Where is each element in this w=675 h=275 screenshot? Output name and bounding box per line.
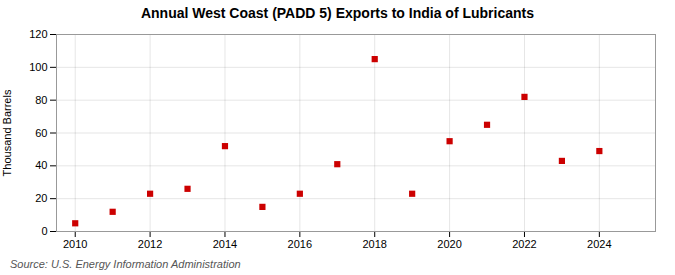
svg-text:2018: 2018: [362, 238, 386, 250]
svg-text:2020: 2020: [437, 238, 461, 250]
svg-text:0: 0: [41, 225, 47, 237]
svg-text:80: 80: [35, 94, 47, 106]
svg-text:120: 120: [29, 28, 47, 40]
svg-text:2012: 2012: [138, 238, 162, 250]
svg-text:60: 60: [35, 127, 47, 139]
svg-text:40: 40: [35, 159, 47, 171]
svg-text:20: 20: [35, 192, 47, 204]
svg-text:2010: 2010: [63, 238, 87, 250]
svg-text:Thousand Barrels: Thousand Barrels: [1, 89, 13, 176]
svg-text:100: 100: [29, 61, 47, 73]
html-text:Annual West Coast (PADD 5) Exp: Annual West Coast (PADD 5) Exports to In…: [141, 5, 534, 21]
svg-text:2014: 2014: [213, 238, 237, 250]
svg-text:2022: 2022: [512, 238, 536, 250]
html-text:Source: U.S. Energy Informatio: Source: U.S. Energy Information Administ…: [10, 258, 241, 270]
svg-text:2024: 2024: [587, 238, 611, 250]
svg-text:2016: 2016: [288, 238, 312, 250]
